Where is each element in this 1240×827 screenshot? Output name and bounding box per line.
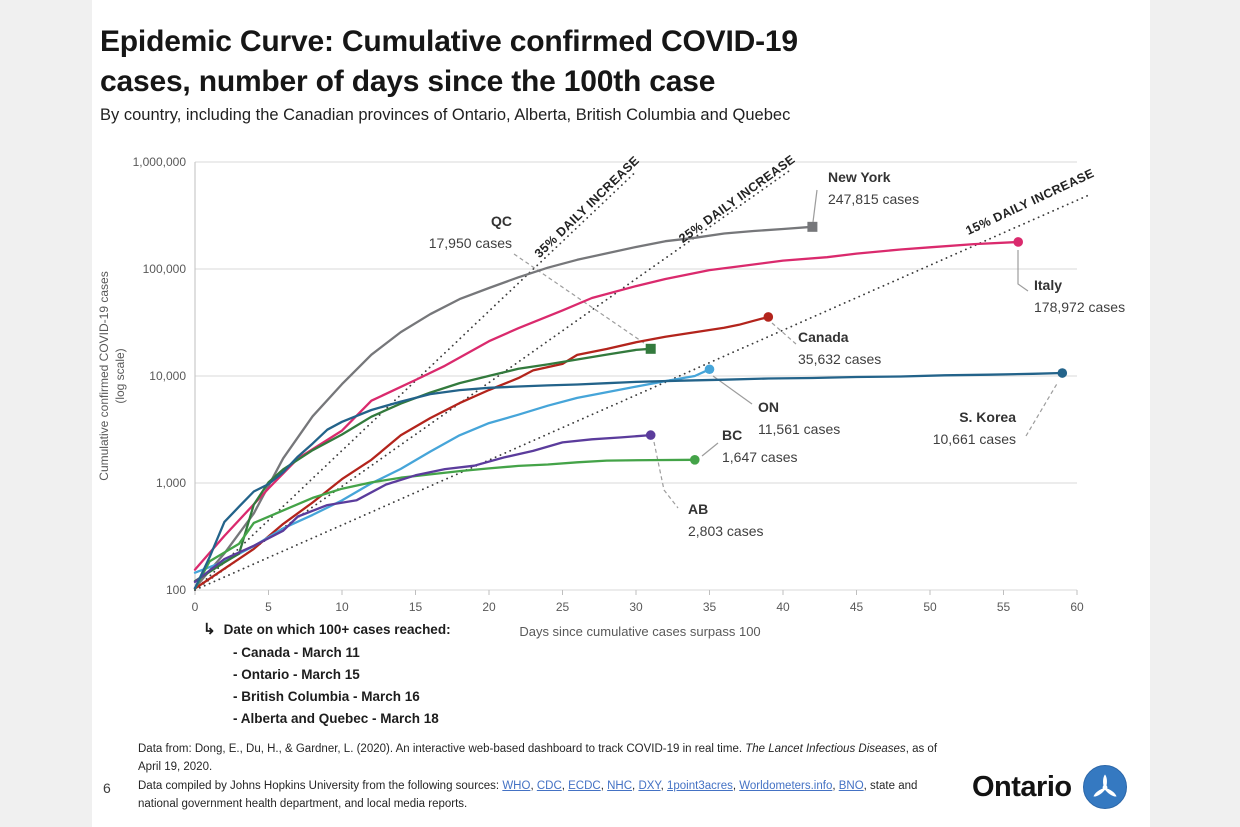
source-link-ecdc[interactable]: ECDC xyxy=(568,779,601,792)
x-tick-label: 60 xyxy=(1070,600,1084,614)
leader-italy xyxy=(1017,250,1029,292)
y-tick-label: 100 xyxy=(166,583,186,597)
reference-line-15pct xyxy=(194,192,1093,591)
leader-bc xyxy=(701,442,719,457)
x-tick-label: 40 xyxy=(776,600,790,614)
leader-s-korea xyxy=(1025,381,1059,437)
series-endpoint-s-korea xyxy=(1057,368,1068,378)
series-line-qc xyxy=(193,347,652,583)
x-axis-title: Days since cumulative cases surpass 100 xyxy=(519,624,761,639)
source-link-dxy[interactable]: DXY xyxy=(638,779,661,792)
y-tick-label: 1,000 xyxy=(156,476,186,490)
leader-ontario xyxy=(712,375,753,405)
x-tick-label: 5 xyxy=(265,600,272,614)
series-endpoint-on xyxy=(704,364,715,375)
ontario-logo: Ontario xyxy=(972,764,1128,810)
series-endpoint-italy xyxy=(1013,237,1023,247)
x-tick-label: 55 xyxy=(997,600,1011,614)
x-tick-label: 25 xyxy=(556,600,570,614)
page-gutter-right xyxy=(1150,0,1240,827)
reference-label-25pct: 25% DAILY INCREASE xyxy=(676,152,798,246)
date-note-item: - Canada - March 11 xyxy=(233,645,360,660)
date-notes: ↳ Date on which 100+ cases reached: - Can… xyxy=(203,620,451,730)
reference-label-35pct: 35% DAILY INCREASE xyxy=(531,153,643,261)
y-axis-title: Cumulative confirmed COVID-19 cases (log… xyxy=(97,271,127,481)
ontario-wordmark: Ontario xyxy=(972,770,1072,803)
series-endpoint-bc xyxy=(690,455,700,465)
series-line-italy xyxy=(193,240,1020,571)
series-endpoint-qc xyxy=(645,343,656,354)
leader-new-york xyxy=(812,189,818,223)
series-endpoint-canada xyxy=(763,312,774,322)
page-number: 6 xyxy=(103,780,111,796)
source-link-cdc[interactable]: CDC xyxy=(536,779,562,792)
annotation-new-york: New York 247,815 cases xyxy=(828,169,920,207)
source-link-nhc[interactable]: NHC xyxy=(607,779,633,792)
annotation-ontario: ON 11,561 cases xyxy=(758,399,841,437)
series-endpoint-new-york xyxy=(807,221,818,232)
x-tick-label: 35 xyxy=(703,600,717,614)
annotation-s-korea: S. Korea 10,661 cases xyxy=(932,409,1016,447)
series-line-ab xyxy=(193,433,652,584)
chart-reference-lines xyxy=(194,169,1093,591)
reference-line-35pct xyxy=(194,170,637,591)
page-title: Epidemic Curve: Cumulative confirmed COV… xyxy=(100,22,798,102)
source-link-bno[interactable]: BNO xyxy=(838,779,864,792)
date-note-item: - Alberta and Quebec - March 18 xyxy=(233,711,439,726)
x-tick-label: 10 xyxy=(335,600,349,614)
annotation-quebec: QC 17,950 cases xyxy=(428,213,512,251)
series-line-on xyxy=(193,368,711,574)
y-tick-label: 1,000,000 xyxy=(133,155,187,169)
trillium-icon xyxy=(1082,765,1127,809)
series-line-canada xyxy=(193,315,770,590)
date-note-item: - Ontario - March 15 xyxy=(233,667,360,682)
y-tick-label: 100,000 xyxy=(143,262,187,276)
x-tick-label: 45 xyxy=(850,600,864,614)
date-notes-heading: Date on which 100+ cases reached: xyxy=(223,622,451,637)
x-tick-label: 15 xyxy=(409,600,423,614)
compiled-line: Data compiled by Johns Hopkins Universit… xyxy=(138,779,918,811)
annotation-italy: Italy 178,972 cases xyxy=(1034,277,1126,315)
source-link-who[interactable]: WHO xyxy=(502,779,531,792)
page-title-line1: Epidemic Curve: Cumulative confirmed COV… xyxy=(100,25,798,58)
annotation-canada: Canada 35,632 cases xyxy=(798,329,882,367)
source-links: WHO, CDC, ECDC, NHC, DXY, 1point3acres, … xyxy=(502,779,864,792)
corner-arrow-icon: ↳ xyxy=(203,621,216,638)
chart-grid: 100 1,000 10,000 100,000 1,000,000 0 5 10 15 20 25… xyxy=(133,155,1084,614)
leader-canada xyxy=(771,322,797,345)
annotation-alberta: AB 2,803 cases xyxy=(688,501,764,539)
x-tick-label: 30 xyxy=(629,600,643,614)
page-subtitle: By country, including the Canadian provi… xyxy=(100,106,791,124)
journal-name: The Lancet Infectious Diseases xyxy=(745,743,906,755)
y-tick-label: 10,000 xyxy=(149,369,186,383)
source-link-1point3acres[interactable]: 1point3acres xyxy=(667,779,733,792)
annotation-bc: BC 1,647 cases xyxy=(722,427,798,465)
leader-qc xyxy=(513,253,645,344)
x-tick-label: 20 xyxy=(482,600,496,614)
leader-ab xyxy=(653,441,679,509)
x-tick-label: 0 xyxy=(192,600,199,614)
date-notes-list: - Canada - March 11 - Ontario - March 15… xyxy=(233,642,451,730)
reference-label-15pct: 15% DAILY INCREASE xyxy=(963,166,1097,238)
series-endpoint-ab xyxy=(645,430,656,440)
footer-citation: Data from: Dong, E., Du, H., & Gardner, … xyxy=(138,740,950,814)
page-gutter-left xyxy=(0,0,92,827)
x-tick-label: 50 xyxy=(923,600,937,614)
source-link-worldometers-info[interactable]: Worldometers.info xyxy=(739,779,833,792)
citation-line: Data from: Dong, E., Du, H., & Gardner, … xyxy=(138,743,938,774)
page-title-line2: cases, number of days since the 100th ca… xyxy=(100,65,716,98)
date-note-item: - British Columbia - March 16 xyxy=(233,689,420,704)
series-line-bc xyxy=(193,458,696,590)
